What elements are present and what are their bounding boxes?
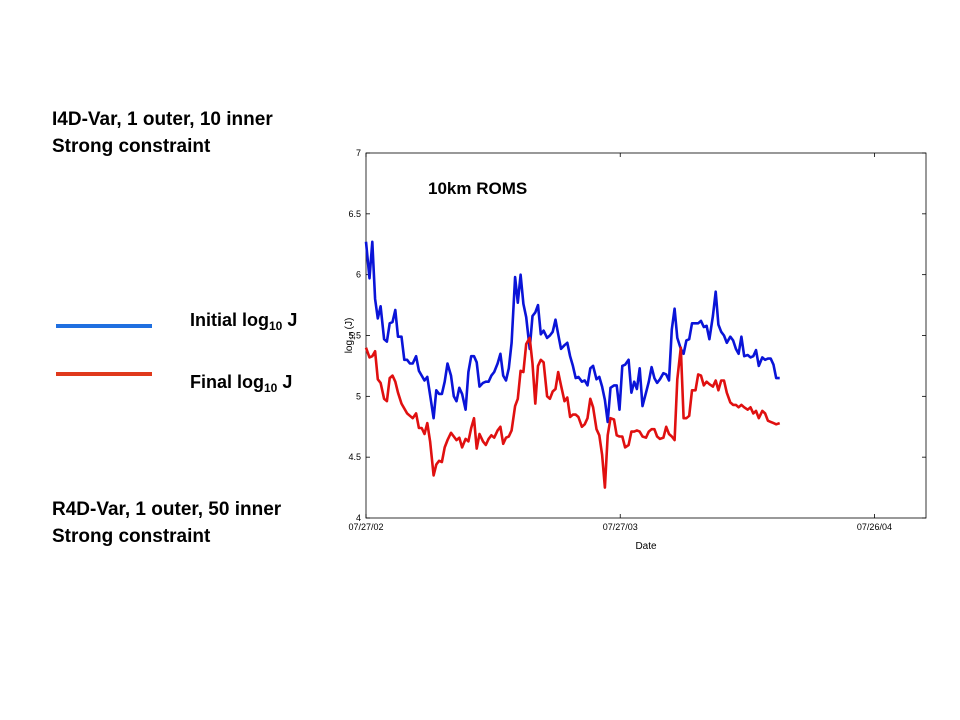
top-method-line1: I4D-Var, 1 outer, 10 inner [52,109,273,130]
series-line-initial [364,240,780,424]
legend-final-sub: 10 [264,381,278,395]
x-axis-title: Date [635,541,657,552]
bottom-method-line1: R4D-Var, 1 outer, 50 inner [52,499,282,520]
top-method-label: I4D-Var, 1 outer, 10 inner Strong constr… [52,106,273,160]
bottom-method-label: R4D-Var, 1 outer, 50 inner Strong constr… [52,496,281,550]
legend-final-suffix: J [277,372,293,392]
x-tick-label: 07/26/04 [857,522,892,532]
y-tick-label: 4.5 [348,452,361,462]
y-tick-label: 7 [356,148,361,158]
legend-label-final: Final log10 J [190,372,292,395]
y-tick-label: 4 [356,513,361,523]
legend-initial-sub: 10 [269,319,283,333]
plot-frame [365,152,927,519]
y-tick-label: 5.5 [348,331,361,341]
y-axis-title: log10 (J) [344,318,357,354]
legend-label-initial: Initial log10 J [190,310,297,333]
y-tick-label: 5 [356,391,361,401]
legend-final-prefix: Final log [190,372,264,392]
bottom-method-line2: Strong constraint [52,526,211,547]
x-tick-label: 07/27/02 [348,522,383,532]
legend-swatch-final [56,372,152,376]
legend-initial-suffix: J [282,310,298,330]
legend-swatch-initial [56,324,152,328]
chart-plot-area: 4 4.5 5 5.5 6 6.5 7 07/27/02 07/27/03 07/26/04 Dat… [344,148,927,552]
y-tick-label: 6.5 [348,209,361,219]
legend-initial-prefix: Initial log [190,310,269,330]
y-tick-label: 6 [356,270,361,280]
x-tick-label: 07/27/03 [603,522,638,532]
top-method-line2: Strong constraint [52,136,211,157]
roms-annotation: 10km ROMS [428,179,527,198]
series-line-final [364,336,781,489]
